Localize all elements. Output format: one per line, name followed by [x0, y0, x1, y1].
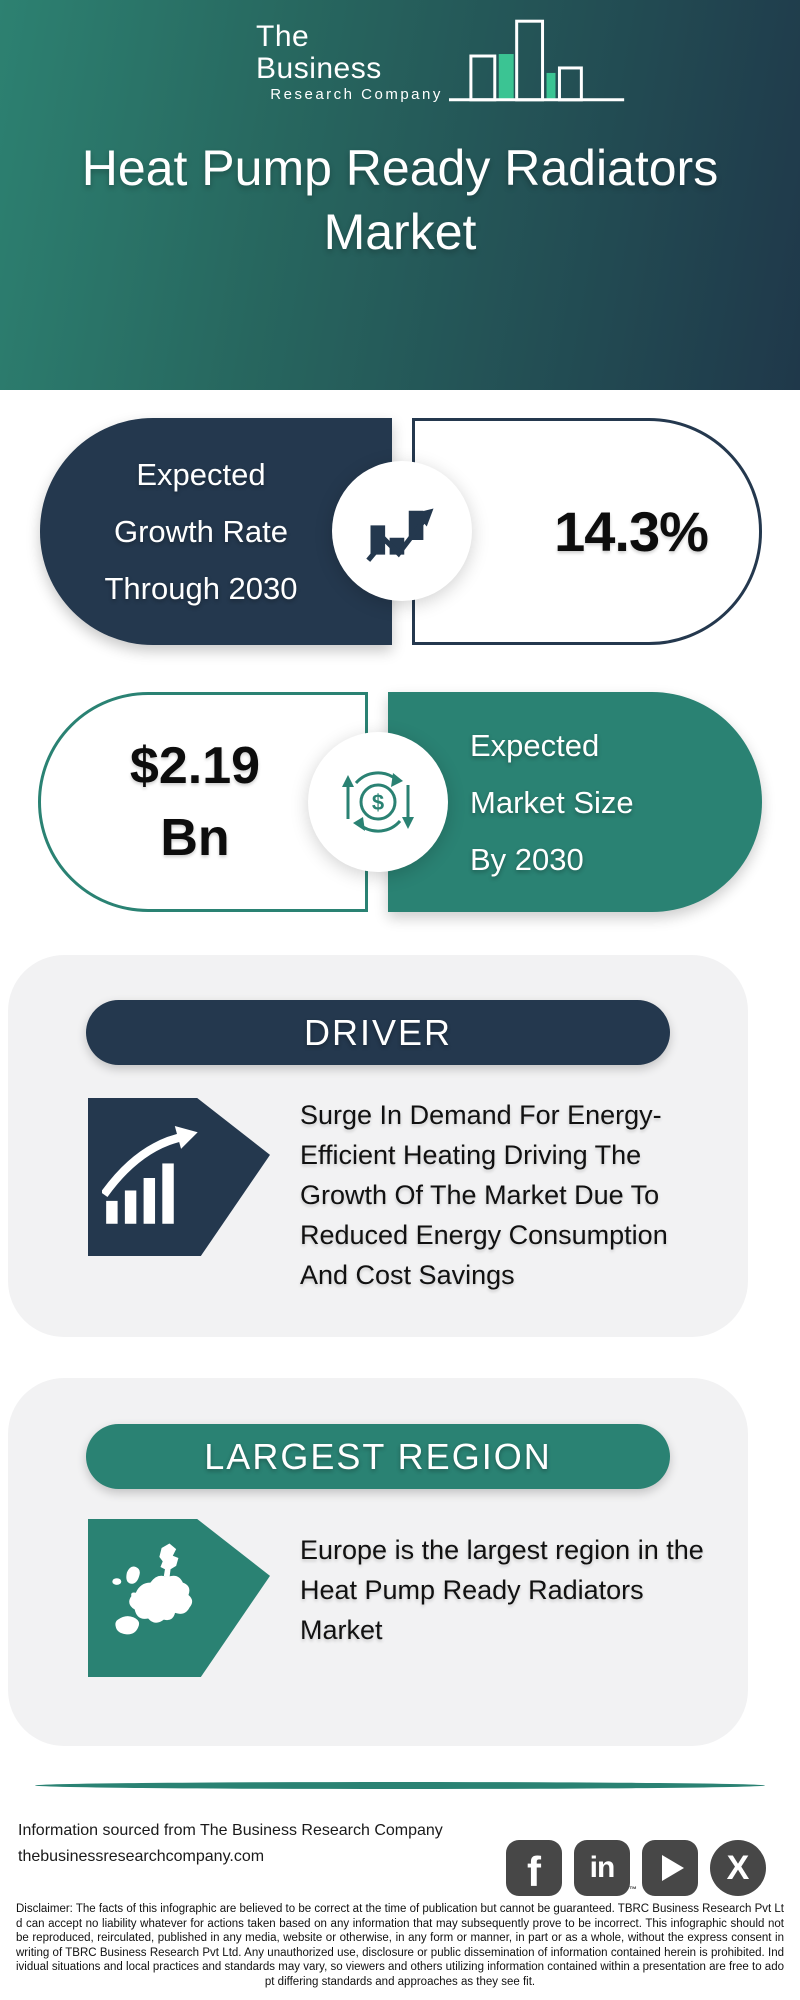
- growth-chart-icon-circle: [332, 461, 472, 601]
- growth-bars-arrow-icon: [102, 1126, 198, 1224]
- source-website-link[interactable]: thebusinessresearchcompany.com: [18, 1848, 265, 1865]
- market-size-value-line1: $2.19: [129, 737, 261, 795]
- growth-rate-label-line1: Expected: [136, 457, 266, 492]
- svg-text:$: $: [372, 790, 384, 815]
- europe-map-icon: [112, 1543, 193, 1635]
- dollar-exchange-icon-circle: $: [308, 732, 448, 872]
- company-logo: The Business Research Company: [256, 12, 626, 107]
- driver-text: Surge In Demand For Energy-Efficient Hea…: [300, 1100, 668, 1290]
- growth-chart-icon: [366, 508, 434, 562]
- linkedin-icon[interactable]: in ™: [574, 1840, 637, 1896]
- driver-section-card: DRIVER Surge In Demand For Energy-Effici…: [8, 955, 748, 1337]
- logo-bar-chart-icon: [448, 19, 625, 102]
- disclaimer-text: Disclaimer: The facts of this infographi…: [16, 1903, 784, 1988]
- market-size-label-line2: Market Size: [470, 784, 634, 820]
- region-heading-pill: LARGEST REGION: [86, 1424, 670, 1489]
- market-size-value-line2: Bn: [160, 809, 230, 867]
- driver-heading: DRIVER: [303, 1011, 453, 1053]
- market-size-label-line3: By 2030: [470, 841, 584, 877]
- logo-line2: Research Company: [270, 86, 443, 103]
- driver-heading-pill: DRIVER: [86, 1000, 670, 1065]
- region-section-card: LARGEST REGION Europe is the largest reg…: [8, 1378, 748, 1746]
- region-badge: [88, 1519, 270, 1677]
- footer-divider: [35, 1782, 765, 1789]
- linkedin-trademark: ™: [629, 1885, 637, 1894]
- page-title-line2: Market: [323, 204, 477, 260]
- social-links: f in ™ X: [506, 1840, 766, 1896]
- market-size-stat: $2.19 Bn Expected Market Size By 2030 $: [38, 692, 762, 912]
- source-info: Information sourced from The Business Re…: [18, 1818, 443, 1870]
- facebook-icon[interactable]: f: [506, 1840, 562, 1896]
- x-twitter-icon[interactable]: X: [710, 1840, 766, 1896]
- region-heading: LARGEST REGION: [204, 1435, 552, 1477]
- header-banner: The Business Research Company Heat Pump …: [0, 0, 800, 390]
- growth-rate-label-panel: Expected Growth Rate Through 2030: [40, 418, 392, 645]
- region-text: Europe is the largest region in the Heat…: [300, 1535, 704, 1645]
- page-title-line1: Heat Pump Ready Radiators: [81, 140, 719, 196]
- logo-line1: The Business: [256, 20, 382, 85]
- source-line1: Information sourced from The Business Re…: [18, 1822, 443, 1839]
- growth-rate-label-line2: Growth Rate: [113, 514, 288, 549]
- dollar-exchange-icon: $: [342, 771, 414, 833]
- market-size-label-line1: Expected: [470, 727, 600, 763]
- driver-badge: [88, 1098, 270, 1256]
- market-size-label-panel: Expected Market Size By 2030: [388, 692, 762, 912]
- play-triangle: [662, 1855, 684, 1881]
- growth-rate-value: 14.3%: [554, 500, 709, 563]
- youtube-icon[interactable]: [642, 1840, 698, 1896]
- growth-rate-stat: Expected Growth Rate Through 2030 14.3%: [40, 418, 762, 645]
- page-title: Heat Pump Ready Radiators Market: [0, 136, 800, 264]
- company-logo-text: The Business Research Company: [256, 20, 443, 104]
- growth-rate-label-line3: Through 2030: [104, 571, 298, 606]
